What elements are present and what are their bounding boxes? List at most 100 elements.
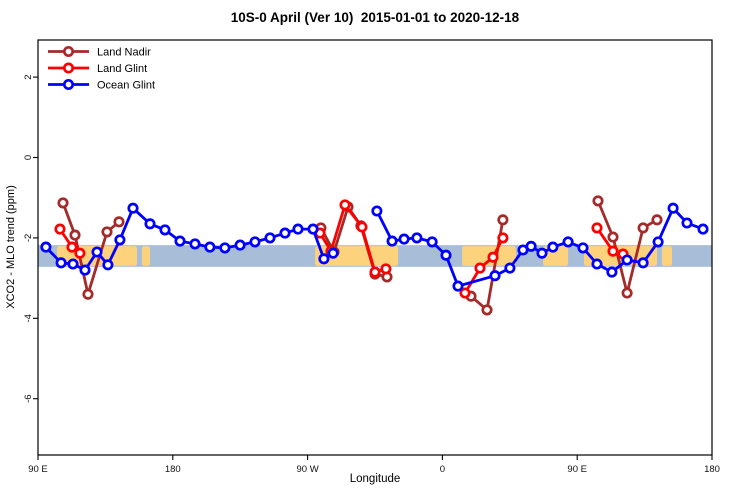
data-point: [536, 247, 548, 259]
data-point: [79, 264, 91, 276]
legend-label: Ocean Glint: [97, 80, 155, 92]
data-point: [204, 241, 216, 253]
data-point: [426, 236, 438, 248]
data-point: [386, 235, 398, 247]
data-point: [607, 245, 619, 257]
legend-marker: [62, 45, 75, 58]
data-point: [562, 236, 574, 248]
data-point: [525, 240, 537, 252]
legend-label: Land Glint: [97, 63, 147, 75]
data-point: [69, 229, 81, 241]
data-point: [489, 270, 501, 282]
data-point: [411, 232, 423, 244]
data-point: [74, 247, 86, 259]
data-point: [637, 257, 649, 269]
legend-label: Land Nadir: [97, 47, 151, 59]
data-point: [487, 251, 499, 263]
data-point: [621, 254, 633, 266]
x-axis-ticks: 90 E 180 90 W 0 90 E 180: [28, 455, 720, 475]
data-point: [504, 262, 516, 274]
data-point: [681, 217, 693, 229]
data-point: [481, 304, 493, 316]
data-point: [637, 222, 649, 234]
x-tick-label: 0: [440, 464, 445, 475]
x-tick-label: 180: [704, 464, 720, 475]
y-tick-label: -2: [23, 234, 34, 242]
x-tick-label: 90 E: [567, 464, 587, 475]
legend-marker: [62, 62, 75, 74]
data-point: [697, 223, 709, 235]
data-point: [459, 287, 471, 299]
series-ocean-glint: [40, 202, 709, 292]
data-point: [101, 226, 113, 238]
data-point: [318, 253, 330, 265]
data-point: [371, 205, 383, 217]
data-point: [497, 214, 509, 226]
data-point: [82, 288, 94, 300]
x-tick-label: 90 W: [297, 464, 319, 475]
data-point: [40, 241, 52, 253]
data-point: [264, 232, 276, 244]
y-tick-label: 0: [23, 155, 34, 160]
data-point: [380, 263, 392, 275]
data-point: [113, 216, 125, 228]
data-point: [67, 258, 79, 270]
data-point: [189, 238, 201, 250]
y-axis-ticks: 2 0 -2 -4 -6: [23, 74, 38, 403]
plot-box: [37, 39, 713, 456]
data-point: [452, 280, 464, 292]
data-point: [292, 223, 304, 235]
legend: Land Nadir Land Glint Ocean Glint: [48, 45, 155, 92]
legend-marker: [62, 78, 75, 91]
data-point: [356, 221, 368, 233]
series-land-glint: [54, 199, 629, 299]
data-point: [57, 197, 69, 209]
data-point: [398, 233, 410, 245]
legend-item-land-glint: Land Glint: [48, 62, 147, 75]
data-point: [127, 202, 139, 214]
data-point: [91, 246, 103, 258]
data-point: [159, 224, 171, 236]
data-point: [249, 236, 261, 248]
y-tick-label: 2: [23, 74, 34, 79]
y-tick-label: -4: [23, 314, 34, 322]
data-point: [307, 223, 319, 235]
data-point: [591, 258, 603, 270]
data-point: [547, 241, 559, 253]
data-point: [66, 241, 78, 253]
data-point: [55, 257, 67, 269]
data-point: [219, 242, 231, 254]
series-line: [463, 236, 505, 295]
data-point: [327, 247, 339, 259]
legend-item-ocean-glint: Ocean Glint: [48, 78, 155, 92]
legend-item-land-nadir: Land Nadir: [48, 45, 151, 59]
data-point: [577, 242, 589, 254]
data-point: [369, 266, 381, 278]
land-patch: [141, 246, 151, 266]
data-point: [102, 259, 114, 271]
x-tick-label: 180: [165, 464, 181, 475]
data-point: [621, 287, 633, 299]
data-point: [606, 266, 618, 278]
data-point: [592, 195, 604, 207]
data-point: [497, 232, 509, 244]
series-line: [44, 206, 335, 272]
land-patch: [661, 246, 673, 266]
y-tick-label: -6: [23, 394, 34, 402]
data-point: [144, 218, 156, 230]
data-point: [114, 234, 126, 246]
x-tick-label: 90 E: [28, 464, 48, 475]
data-point: [667, 202, 679, 214]
x-axis-label: Longitude: [349, 473, 401, 485]
data-point: [440, 249, 452, 261]
data-point: [234, 239, 246, 251]
data-point: [651, 214, 663, 226]
data-point: [174, 235, 186, 247]
data-point: [279, 227, 291, 239]
data-point: [607, 231, 619, 243]
data-point: [339, 199, 351, 211]
data-point: [591, 222, 603, 234]
data-point: [474, 262, 486, 274]
